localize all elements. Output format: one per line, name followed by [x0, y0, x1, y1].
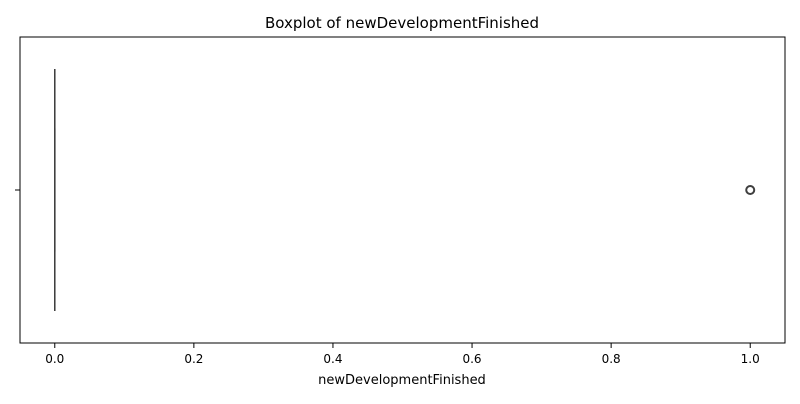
- chart-title: Boxplot of newDevelopmentFinished: [265, 14, 539, 32]
- x-tick-label: 0.4: [323, 352, 342, 366]
- outlier-point: [746, 186, 754, 194]
- x-tick-label: 0.6: [462, 352, 481, 366]
- x-axis-label: newDevelopmentFinished: [318, 373, 486, 388]
- x-tick-label: 1.0: [741, 352, 760, 366]
- x-tick-label: 0.2: [184, 352, 203, 366]
- x-axis-ticks: 0.0 0.2 0.4 0.6 0.8 1.0: [45, 343, 760, 366]
- x-tick-label: 0.8: [602, 352, 621, 366]
- x-tick-label: 0.0: [45, 352, 64, 366]
- plot-frame: [20, 37, 785, 343]
- plot-content: [55, 69, 754, 311]
